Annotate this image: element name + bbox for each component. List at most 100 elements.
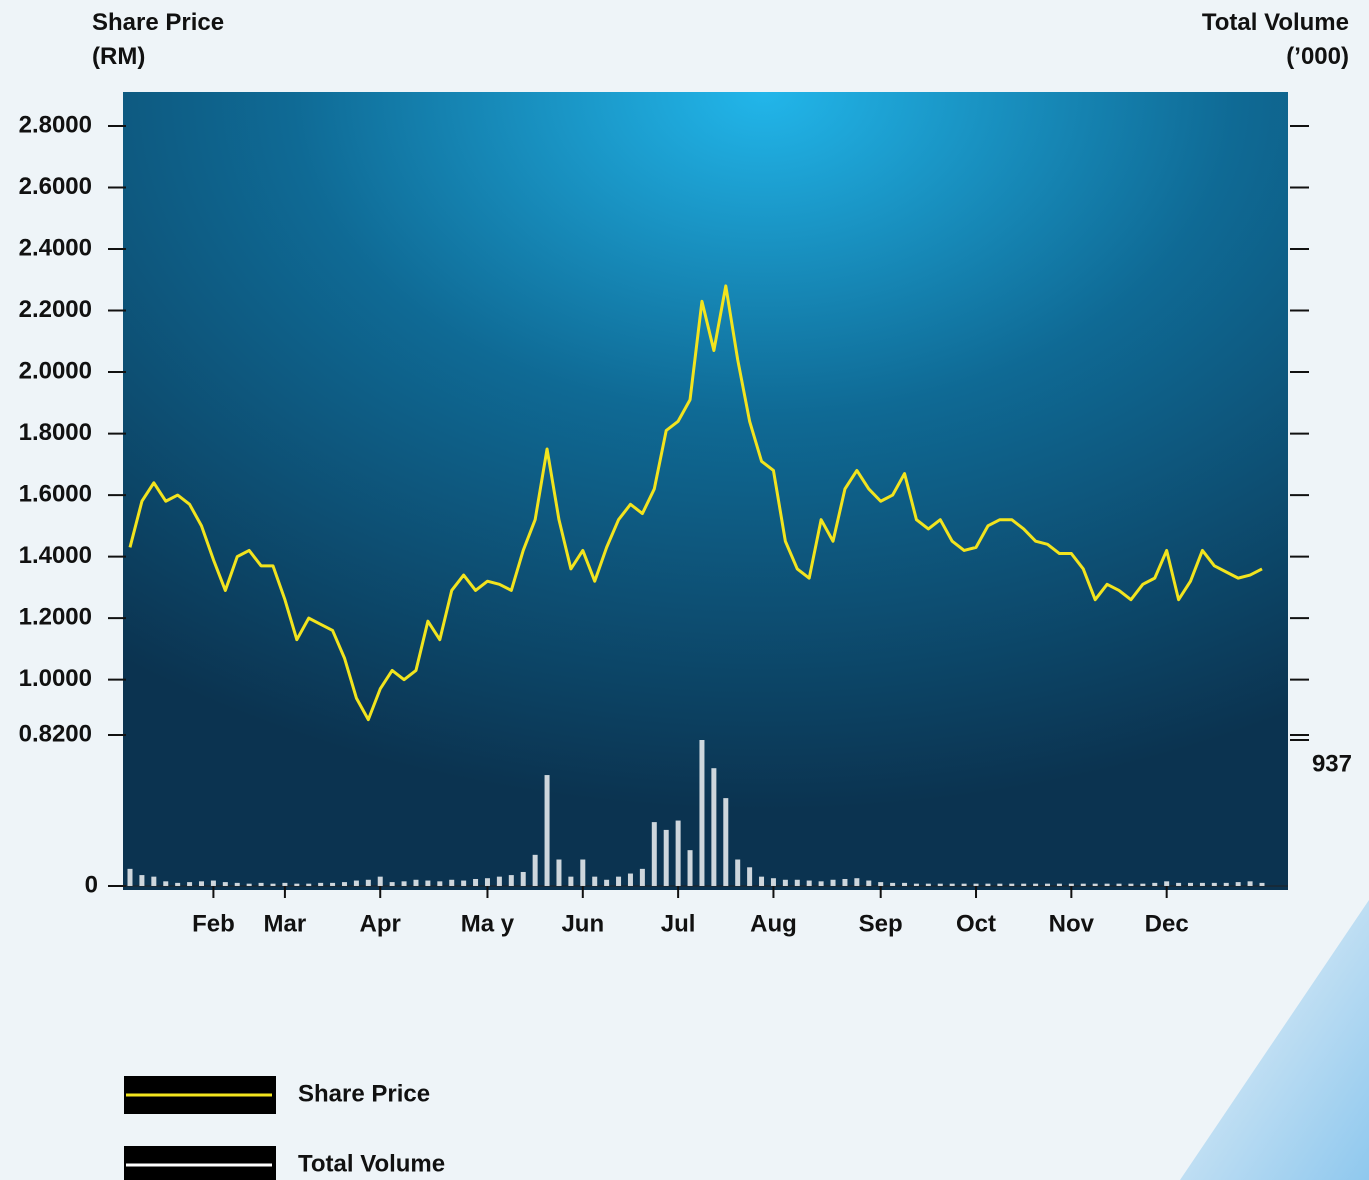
volume-bar (913, 883, 919, 886)
volume-bar (1116, 883, 1122, 886)
volume-bar (1104, 883, 1110, 886)
volume-bar (1045, 883, 1051, 886)
volume-bar (222, 882, 228, 886)
volume-bar (437, 881, 443, 886)
volume-bar (723, 798, 729, 886)
volume-bar (866, 880, 872, 886)
volume-bar (985, 883, 991, 886)
x-tick-label: Oct (956, 910, 996, 937)
legend-swatch (124, 1146, 276, 1180)
volume-bar (318, 882, 324, 886)
volume-bar (163, 881, 169, 886)
volume-bar (1176, 882, 1182, 886)
volume-bar (651, 822, 657, 886)
volume-bar (544, 775, 550, 886)
volume-bar (461, 880, 467, 886)
volume-bar (496, 876, 502, 886)
volume-bar (401, 881, 407, 886)
volume-bar (663, 829, 669, 886)
y-tick-label: 2.0000 (19, 357, 92, 384)
volume-bar (1259, 882, 1265, 886)
x-tick-label: Ma y (461, 910, 515, 937)
volume-bar (770, 878, 776, 886)
x-tick-label: Mar (264, 910, 307, 937)
volume-bar (675, 820, 681, 886)
volume-bar (330, 882, 336, 886)
y-tick-label: 2.8000 (19, 111, 92, 138)
volume-bar (139, 875, 145, 886)
volume-bar (1021, 883, 1027, 886)
volume-bar (270, 883, 276, 886)
volume-bar (127, 868, 133, 886)
volume-bar (699, 740, 705, 886)
volume-bar (377, 876, 383, 886)
volume-bar (616, 876, 622, 886)
volume-bar (1128, 883, 1134, 886)
volume-bar (973, 883, 979, 886)
volume-bar (782, 879, 788, 886)
volume-bar (1211, 882, 1217, 886)
y-tick-label: 0.8200 (19, 720, 92, 747)
y-tick-label: 2.4000 (19, 234, 92, 261)
volume-bar (854, 878, 860, 886)
volume-bar (830, 879, 836, 886)
plot-background (123, 92, 1288, 890)
volume-bar (508, 875, 514, 886)
volume-bar (937, 883, 943, 886)
y-tick-label: 2.6000 (19, 173, 92, 200)
volume-bar (949, 883, 955, 886)
volume-bar (1068, 883, 1074, 886)
volume-bar (175, 882, 181, 886)
y-tick-label: 1.4000 (19, 542, 92, 569)
volume-bar (735, 859, 741, 886)
volume-bar (484, 878, 490, 886)
volume-bar (1247, 881, 1253, 886)
volume-bar (794, 879, 800, 886)
volume-bar (151, 876, 157, 886)
x-tick-label: Jul (661, 910, 696, 937)
legend-swatch (124, 1076, 276, 1114)
volume-bar (925, 883, 931, 886)
y2-tick-label: 937 (1312, 750, 1352, 777)
price-line (128, 284, 1263, 722)
volume-bar (294, 883, 300, 886)
volume-bar (234, 882, 240, 886)
legend-label: Total Volume (298, 1150, 445, 1177)
y-tick-label: 1.0000 (19, 665, 92, 692)
decoration (1180, 900, 1369, 1180)
y-tick-label: 1.8000 (19, 419, 92, 446)
volume-bar (1199, 882, 1205, 886)
volume-bar (1033, 883, 1039, 886)
volume-bar (604, 879, 610, 886)
volume-bar (818, 881, 824, 886)
y-tick-label: 2.2000 (19, 296, 92, 323)
volume-bar (246, 883, 252, 886)
volume-bar (1056, 883, 1062, 886)
volume-bar (210, 880, 216, 886)
volume-bar (282, 882, 288, 886)
volume-bar (425, 880, 431, 886)
y2-tick-label: 0 (85, 871, 98, 898)
volume-bar (580, 859, 586, 886)
volume-bar (687, 850, 693, 886)
volume-bar (902, 882, 908, 886)
volume-bar (413, 879, 419, 886)
volume-bar (1164, 881, 1170, 886)
y2-axis-label: Total Volume (’000) (1201, 9, 1349, 70)
volume-bar (1080, 883, 1086, 886)
volume-bar (532, 854, 538, 886)
volume-bar (1152, 882, 1158, 886)
volume-bar (520, 871, 526, 886)
volume-bar (449, 879, 455, 886)
volume-bar (627, 873, 633, 886)
volume-bar (639, 868, 645, 886)
volume-bar (878, 882, 884, 886)
volume-bar (1140, 883, 1146, 886)
y-tick-label: 1.6000 (19, 480, 92, 507)
x-tick-label: Nov (1049, 910, 1095, 937)
volume-bar (1009, 883, 1015, 886)
volume-bar (747, 867, 753, 886)
volume-bar (1223, 882, 1229, 886)
